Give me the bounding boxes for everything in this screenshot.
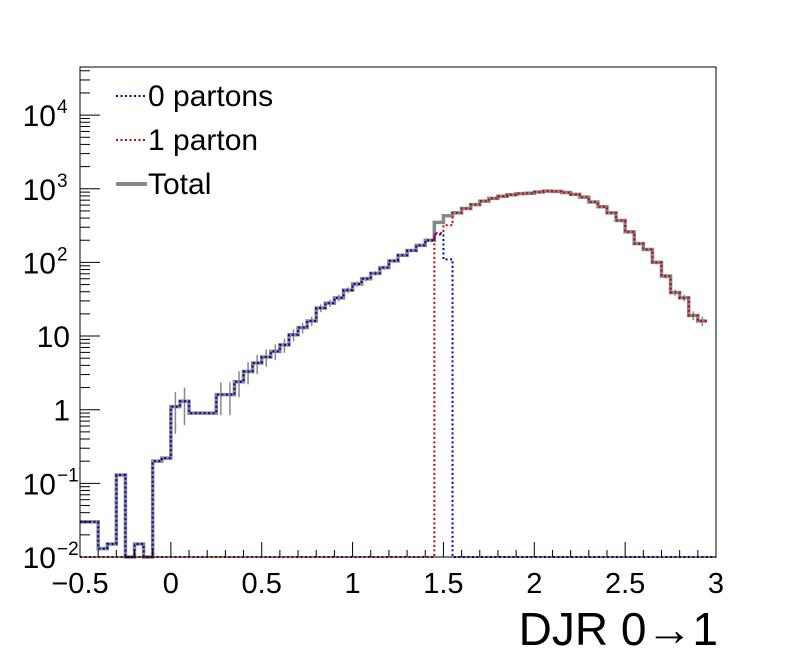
legend-label: Total [148, 168, 211, 201]
y-tick-label: 10 [37, 321, 70, 354]
y-tick-exponent: 2 [57, 244, 68, 265]
y-tick-exponent: −1 [57, 465, 79, 486]
y-tick-label: 10 [23, 174, 56, 207]
plot-frame [79, 66, 717, 558]
x-tick-label: 2.5 [605, 568, 645, 600]
y-tick-exponent: −2 [57, 539, 79, 560]
y-tick-exponent: 4 [57, 97, 68, 118]
x-tick-label: 0 [163, 568, 179, 600]
y-tick-label: 10 [23, 468, 56, 501]
x-tick-label: 2 [526, 568, 542, 600]
x-tick-label: 0.5 [242, 568, 282, 600]
legend-label: 1 parton [148, 124, 258, 157]
y-tick-label: 10 [23, 247, 56, 280]
y-tick-label: 10 [23, 542, 56, 575]
x-axis-label: DJR 0→1 [519, 603, 718, 655]
legend-label: 0 partons [148, 80, 273, 113]
y-tick-exponent: 3 [57, 171, 68, 192]
legend: 0 partons 1 parton Total [116, 80, 273, 201]
x-tick-label: 1 [345, 568, 361, 600]
x-tick-label: −0.5 [51, 568, 108, 600]
y-tick-label: 10 [23, 100, 56, 133]
x-tick-label: 1.5 [423, 568, 463, 600]
x-tick-label: 3 [708, 568, 724, 600]
y-tick-label: 1 [53, 395, 70, 428]
